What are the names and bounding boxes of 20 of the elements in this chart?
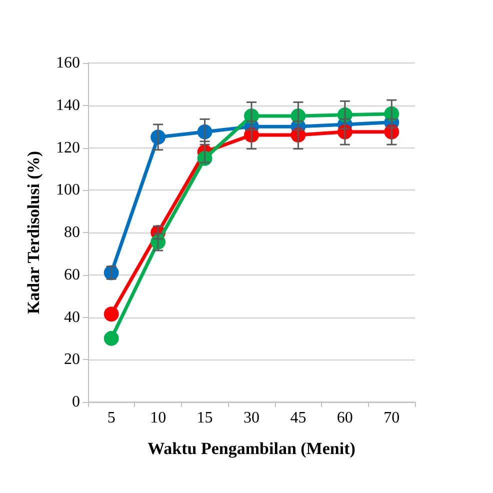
x-tick-label: 45: [290, 410, 306, 426]
point: [104, 306, 119, 322]
y-tick-label: 100: [56, 182, 80, 199]
x-tick-label: 5: [107, 410, 116, 426]
x-tick-label: 70: [384, 410, 400, 426]
y-tick-label: 160: [56, 54, 80, 72]
y-tick-label: 60: [64, 266, 80, 284]
y-axis-title: Kadar Terdisolusi (%): [24, 150, 43, 314]
y-tick-label: 140: [56, 96, 80, 114]
y-tick-label: 40: [64, 308, 80, 326]
x-axis-title: Waktu Pengambilan (Menit): [148, 439, 356, 458]
y-tick-label: 20: [64, 351, 80, 368]
y-tick-label: 120: [56, 139, 80, 156]
y-tick-label: 80: [64, 224, 80, 241]
x-tick-label: 15: [196, 410, 213, 426]
x-tick-label: 30: [244, 410, 260, 426]
y-tick-label: 0: [72, 394, 80, 410]
x-tick-label: 10: [150, 410, 166, 426]
x-tick-label: 60: [336, 410, 353, 426]
point: [104, 330, 119, 346]
